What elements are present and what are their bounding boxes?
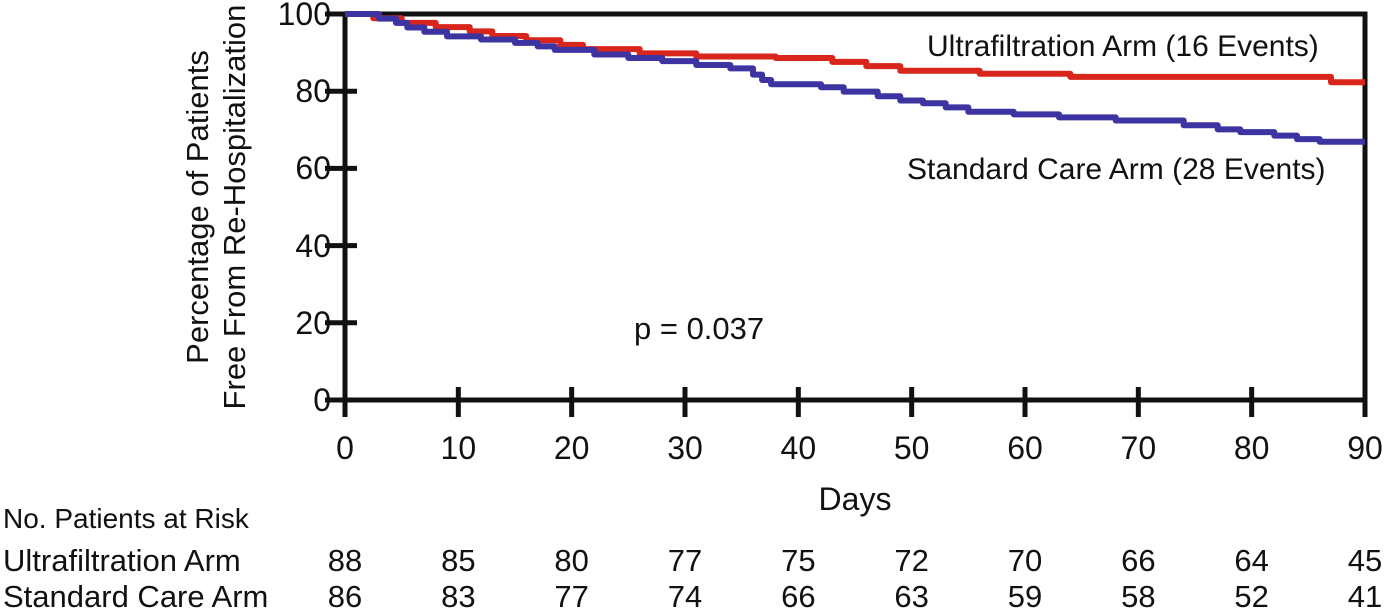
axis-ticks <box>325 11 1368 417</box>
y-tick-label-80: 80 <box>295 73 331 110</box>
risk-count-row0-day80: 64 <box>1234 543 1269 578</box>
risk-count-row1-day60: 59 <box>1007 579 1043 613</box>
y-tick-label-0: 0 <box>313 382 331 418</box>
p-value-label: p = 0.037 <box>634 311 765 346</box>
x-tick-label-20: 20 <box>553 430 590 466</box>
risk-count-row1-day90: 41 <box>1347 579 1383 613</box>
x-tick-label-60: 60 <box>1007 430 1043 466</box>
risk-count-row0-day90: 45 <box>1347 543 1383 578</box>
x-tick-label-90: 90 <box>1347 430 1383 466</box>
y-tick-label-60: 60 <box>295 150 331 187</box>
risk-count-row0-day0: 88 <box>327 543 363 578</box>
y-tick-label-40: 40 <box>295 227 331 264</box>
risk-count-row1-day50: 63 <box>894 579 929 613</box>
ultrafiltration-curve <box>345 11 1365 86</box>
x-tick-label-50: 50 <box>893 430 930 466</box>
risk-count-row1-day70: 58 <box>1121 579 1156 613</box>
standard-care-curve <box>345 11 1365 145</box>
plot-frame <box>342 11 1368 403</box>
x-tick-label-0: 0 <box>336 430 354 466</box>
risk-count-row1-day80: 52 <box>1234 579 1269 613</box>
risk-row-label-standard: Standard Care Arm <box>3 579 269 613</box>
risk-table-title: No. Patients at Risk <box>3 503 249 534</box>
risk-count-row0-day70: 66 <box>1121 543 1156 578</box>
legend-ultrafiltration-label: Ultrafiltration Arm (16 Events) <box>927 30 1319 63</box>
survival-curves <box>345 11 1365 145</box>
risk-count-row0-day10: 85 <box>441 543 476 578</box>
risk-row-label-ultrafiltration: Ultrafiltration Arm <box>3 543 241 578</box>
risk-count-row1-day20: 77 <box>554 579 589 613</box>
legend-standard-label: Standard Care Arm (28 Events) <box>907 153 1326 186</box>
risk-count-row1-day10: 83 <box>441 579 476 613</box>
y-axis-title-line1: Percentage of Patients <box>180 50 215 364</box>
x-tick-label-40: 40 <box>780 430 817 466</box>
risk-count-row1-day40: 66 <box>781 579 816 613</box>
risk-count-row0-day40: 75 <box>781 543 816 578</box>
x-tick-label-80: 80 <box>1233 430 1270 466</box>
y-tick-label-100: 100 <box>277 0 331 32</box>
risk-count-row1-day0: 86 <box>327 579 363 613</box>
risk-count-row1-day30: 74 <box>667 579 703 613</box>
risk-count-row0-day50: 72 <box>894 543 929 578</box>
x-tick-label-30: 30 <box>667 430 703 466</box>
risk-count-row0-day60: 70 <box>1007 543 1043 578</box>
x-tick-label-70: 70 <box>1120 430 1157 466</box>
risk-count-row0-day20: 80 <box>554 543 589 578</box>
risk-count-row0-day30: 77 <box>667 543 703 578</box>
plot-border <box>342 11 1368 403</box>
y-tick-label-20: 20 <box>295 304 331 341</box>
x-tick-label-10: 10 <box>440 430 477 466</box>
x-axis-title: Days <box>818 481 892 517</box>
